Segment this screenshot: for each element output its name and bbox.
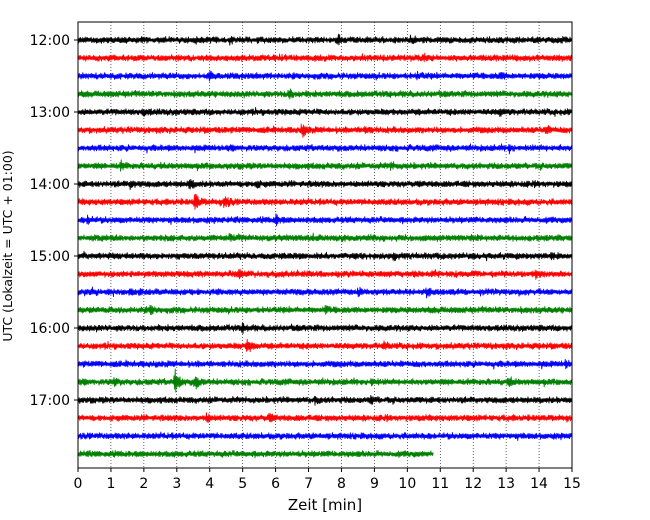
x-tick-label: 11 xyxy=(431,476,449,492)
y-axis-ticks: 12:00 13:00 14:00 15:00 16:00 17:00 xyxy=(30,33,78,409)
trace-line-1345 xyxy=(77,159,573,172)
trace-line-1545 xyxy=(77,304,573,316)
trace-line-1700 xyxy=(77,395,573,406)
x-tick-label: 4 xyxy=(205,476,214,492)
trace-line-1415 xyxy=(77,193,573,210)
trace-line-1645 xyxy=(77,368,573,393)
x-tick-label: 3 xyxy=(172,476,181,492)
x-tick-label: 7 xyxy=(304,476,313,492)
x-tick-label: 1 xyxy=(106,476,115,492)
x-tick-label: 12 xyxy=(464,476,482,492)
trace-line-1615 xyxy=(77,338,573,353)
trace-line-1300 xyxy=(77,107,573,117)
trace-line-1200 xyxy=(77,33,573,46)
x-tick-label: 14 xyxy=(530,476,548,492)
x-tick-label: 5 xyxy=(238,476,247,492)
trace-line-1730 xyxy=(77,431,573,441)
trace-line-1530 xyxy=(77,286,573,299)
x-axis-ticks: 0 1 2 3 4 5 6 7 8 9 10 11 12 13 14 15 xyxy=(74,468,581,492)
trace-line-1215 xyxy=(77,52,573,63)
trace-line-1330 xyxy=(77,143,573,155)
x-tick-label: 9 xyxy=(370,476,379,492)
y-tick-label: 16:00 xyxy=(30,321,70,337)
trace-line-1230 xyxy=(77,70,573,82)
trace-line-1430 xyxy=(77,213,573,227)
x-tick-label: 10 xyxy=(398,476,416,492)
trace-line-1500 xyxy=(77,250,573,262)
y-tick-label: 17:00 xyxy=(30,393,70,409)
x-tick-label: 2 xyxy=(139,476,148,492)
trace-line-1630 xyxy=(77,358,573,370)
trace-line-1715 xyxy=(77,412,573,424)
trace-line-1745 xyxy=(77,449,434,459)
y-tick-label: 14:00 xyxy=(30,177,70,193)
x-tick-label: 13 xyxy=(497,476,515,492)
x-tick-label: 15 xyxy=(563,476,581,492)
x-tick-label: 8 xyxy=(337,476,346,492)
trace-line-1445 xyxy=(77,232,573,242)
y-tick-label: 13:00 xyxy=(30,105,70,121)
trace-line-1600 xyxy=(77,322,573,335)
grid-lines xyxy=(110,22,540,468)
plot-frame xyxy=(77,21,573,469)
trace-line-1400 xyxy=(77,178,573,190)
x-tick-label: 0 xyxy=(74,476,83,492)
trace-line-1515 xyxy=(77,268,573,280)
trace-series xyxy=(77,33,573,459)
y-tick-label: 12:00 xyxy=(30,33,70,49)
x-axis-label: Zeit [min] xyxy=(288,496,362,514)
x-tick-label: 6 xyxy=(271,476,280,492)
y-axis-label: UTC (Lokalzeit = UTC + 01:00) xyxy=(0,150,15,341)
trace-line-1245 xyxy=(77,88,573,100)
trace-line-1315 xyxy=(77,123,573,138)
y-tick-label: 15:00 xyxy=(30,249,70,265)
